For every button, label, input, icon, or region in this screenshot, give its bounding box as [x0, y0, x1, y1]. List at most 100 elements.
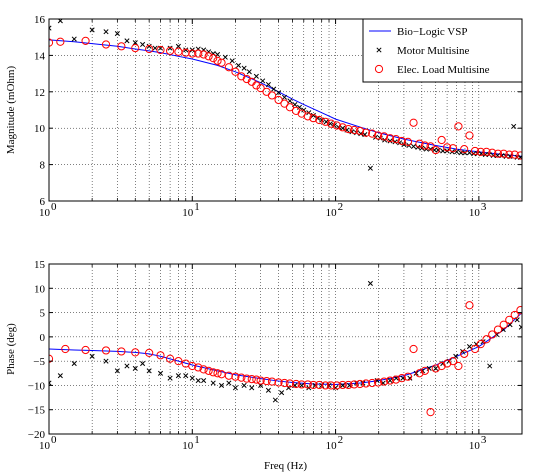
load-point [217, 58, 226, 67]
motor-point [49, 380, 52, 386]
motor-point [310, 112, 316, 119]
load-point [224, 371, 233, 380]
load-point [403, 372, 413, 381]
y-tick-label: 10 [34, 283, 46, 295]
load-point [145, 44, 154, 54]
load-point [415, 139, 424, 148]
load-point [397, 374, 406, 383]
y-tick-label: −5 [33, 356, 45, 368]
motor-point [433, 365, 439, 371]
motor-point [271, 86, 277, 92]
series-line-vsp [49, 39, 522, 157]
load-point [391, 135, 401, 144]
x-tick-label: 10 2 [326, 201, 344, 219]
x-tick-base: 10 [469, 207, 481, 219]
load-point [256, 376, 265, 385]
axes-frame [48, 263, 523, 435]
load-point [309, 380, 318, 390]
load-point [297, 380, 306, 389]
load-point [391, 375, 401, 384]
load-point [482, 335, 491, 344]
motor-point [140, 41, 146, 48]
load-point [291, 106, 301, 116]
load-point [460, 145, 469, 154]
load-point [420, 366, 429, 375]
load-point [476, 147, 485, 156]
load-point [482, 147, 491, 156]
motor-point [232, 385, 238, 391]
motor-point [89, 27, 95, 33]
load-point [437, 135, 446, 145]
load-point [454, 122, 463, 131]
motor-point [226, 380, 232, 386]
load-point [409, 118, 418, 127]
load-point [303, 380, 312, 389]
x-tick-exponent: 0 [51, 201, 57, 213]
load-point [213, 369, 222, 378]
y-tick-label: −20 [28, 429, 46, 441]
load-point [280, 378, 289, 388]
load-point [209, 368, 218, 377]
load-point [101, 346, 111, 355]
load-point [460, 349, 469, 358]
motor-point [132, 40, 138, 46]
y-tick-label: 16 [34, 14, 46, 26]
y-tick-label: 6 [40, 196, 46, 208]
load-point [194, 49, 203, 58]
motor-point [57, 373, 63, 379]
motor-point [253, 73, 259, 79]
x-tick-base: 10 [326, 440, 338, 452]
load-point [385, 134, 395, 143]
load-point [291, 379, 301, 389]
load-point [188, 49, 197, 58]
motor-point [260, 78, 266, 84]
x-tick-label: 10 3 [469, 201, 487, 219]
y-tick-label: 8 [40, 160, 46, 172]
motor-point [367, 280, 373, 286]
load-point [315, 115, 324, 125]
motor-point [195, 378, 201, 384]
legend-label: Elec. Load Multisine [397, 64, 490, 76]
load-point [510, 150, 519, 159]
load-point [242, 74, 251, 84]
x-tick-base: 10 [469, 440, 481, 452]
legend-marker-x [376, 47, 382, 53]
y-tick-label: 15 [34, 259, 46, 271]
motor-point [458, 150, 464, 156]
motor-point [175, 43, 181, 49]
motor-point [249, 385, 255, 391]
load-point [117, 347, 126, 356]
y-tick-label: 0 [40, 332, 46, 344]
motor-point [167, 45, 173, 51]
motor-point [392, 139, 398, 145]
load-point [61, 344, 70, 354]
load-point [199, 365, 208, 374]
load-point [231, 67, 240, 76]
load-point [321, 117, 330, 126]
motor-point [265, 81, 271, 88]
motor-point [189, 375, 195, 381]
load-point [267, 377, 277, 386]
axes-frame [48, 18, 523, 202]
load-point [209, 54, 218, 63]
x-tick-label: 10 3 [469, 434, 487, 452]
load-point [231, 372, 240, 381]
motor-point [340, 125, 346, 131]
motor-point [140, 361, 146, 367]
load-point [224, 63, 233, 72]
load-point [499, 320, 508, 329]
motor-point [146, 43, 152, 49]
load-point [361, 379, 371, 388]
x-axis-label: Freq (Hz) [264, 460, 307, 472]
y-tick-label: 14 [34, 50, 46, 62]
load-point [505, 315, 514, 324]
load-point [499, 149, 508, 158]
y-axis-label: Phase (deg) [5, 323, 17, 375]
load-point [194, 363, 203, 372]
x-tick-exponent: 0 [51, 434, 57, 446]
x-tick-base: 10 [182, 207, 194, 219]
motor-point [210, 380, 216, 386]
motor-point [466, 344, 473, 350]
motor-point [49, 25, 52, 31]
